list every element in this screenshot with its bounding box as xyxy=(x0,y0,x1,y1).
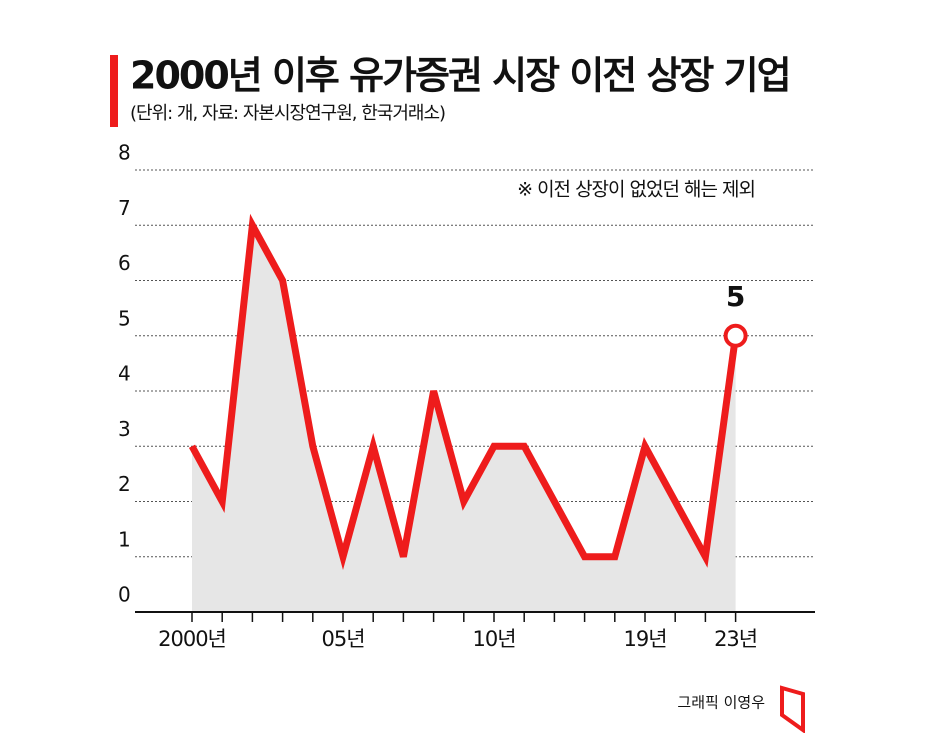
y-tick-label: 4 xyxy=(118,362,131,386)
x-tick-label: 10년 xyxy=(472,627,515,651)
y-tick-label: 6 xyxy=(118,251,131,275)
y-tick-label: 1 xyxy=(118,527,131,551)
area xyxy=(192,225,736,612)
y-tick-label: 2 xyxy=(118,472,131,496)
data-label: 5 xyxy=(726,280,745,313)
line xyxy=(188,213,740,571)
end-marker xyxy=(723,323,748,348)
credit-icon xyxy=(780,685,805,733)
note: ※ 이전 상장이 없었던 해는 제외 xyxy=(517,179,755,201)
chart-subtitle: (단위: 개, 자료: 자본시장연구원, 한국거래소) xyxy=(130,103,445,124)
title-bar xyxy=(110,55,118,127)
x-tick-label: 05년 xyxy=(321,627,364,651)
x-tick-label: 23년 xyxy=(714,627,757,651)
chart-title: 2000년 이후 유가증권 시장 이전 상장 기업 xyxy=(130,54,790,98)
y-tick-label: 5 xyxy=(118,306,131,330)
credit: 그래픽 이영우 xyxy=(677,694,765,712)
x-tick-label: 19년 xyxy=(623,627,666,651)
y-tick-label: 0 xyxy=(118,583,131,607)
y-tick-label: 8 xyxy=(118,141,131,165)
x-tick-label: 2000년 xyxy=(158,627,226,651)
y-tick-label: 7 xyxy=(118,196,131,220)
y-tick-label: 3 xyxy=(118,417,131,441)
